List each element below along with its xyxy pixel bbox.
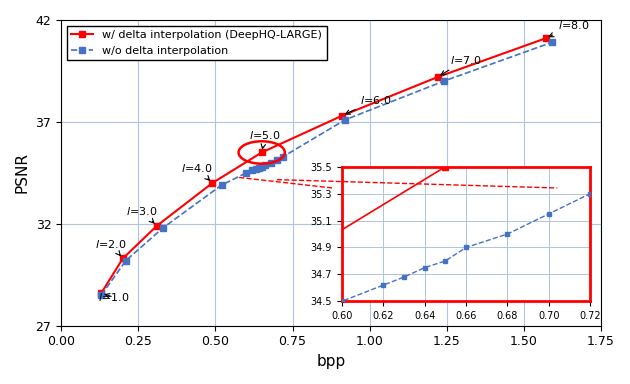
Text: $\it{l}$=2.0: $\it{l}$=2.0 [95, 238, 127, 256]
Text: $\it{l}$=6.0: $\it{l}$=6.0 [345, 94, 392, 114]
w/ delta interpolation (DeepHQ-LARGE) [119, 256, 127, 261]
w/ delta interpolation (DeepHQ-LARGE) [338, 114, 346, 118]
w/o delta interpolation [280, 154, 287, 159]
w/ delta interpolation (DeepHQ-LARGE) [209, 181, 216, 185]
w/o delta interpolation [218, 183, 226, 187]
Y-axis label: PSNR: PSNR [15, 152, 30, 194]
w/ delta interpolation (DeepHQ-LARGE) [98, 291, 105, 295]
w/ delta interpolation (DeepHQ-LARGE) [542, 36, 549, 41]
Text: $\it{l}$=1.0: $\it{l}$=1.0 [98, 291, 130, 303]
w/o delta interpolation [273, 157, 281, 162]
Line: w/o delta interpolation: w/o delta interpolation [98, 40, 554, 298]
w/o delta interpolation [122, 258, 130, 263]
Line: w/ delta interpolation (DeepHQ-LARGE): w/ delta interpolation (DeepHQ-LARGE) [98, 35, 549, 296]
w/o delta interpolation [249, 168, 256, 173]
Text: $\it{l}$=8.0: $\it{l}$=8.0 [549, 19, 589, 37]
X-axis label: bpp: bpp [316, 354, 346, 369]
Text: $\it{l}$=4.0: $\it{l}$=4.0 [181, 162, 213, 180]
w/ delta interpolation (DeepHQ-LARGE) [258, 150, 265, 155]
w/o delta interpolation [440, 79, 447, 83]
w/o delta interpolation [548, 40, 556, 45]
w/o delta interpolation [258, 164, 265, 169]
Text: $\it{l}$=5.0: $\it{l}$=5.0 [249, 129, 281, 149]
w/o delta interpolation [252, 167, 260, 172]
w/o delta interpolation [341, 118, 349, 122]
w/ delta interpolation (DeepHQ-LARGE) [434, 75, 442, 79]
w/o delta interpolation [255, 166, 262, 170]
Text: $\it{l}$=7.0: $\it{l}$=7.0 [441, 54, 481, 75]
w/ delta interpolation (DeepHQ-LARGE) [153, 223, 161, 228]
w/o delta interpolation [261, 162, 268, 167]
Legend: w/ delta interpolation (DeepHQ-LARGE), w/o delta interpolation: w/ delta interpolation (DeepHQ-LARGE), w… [67, 26, 326, 60]
w/o delta interpolation [243, 170, 250, 175]
w/o delta interpolation [98, 293, 105, 298]
w/o delta interpolation [267, 161, 275, 165]
w/o delta interpolation [159, 225, 167, 230]
Text: $\it{l}$=3.0: $\it{l}$=3.0 [126, 205, 158, 223]
